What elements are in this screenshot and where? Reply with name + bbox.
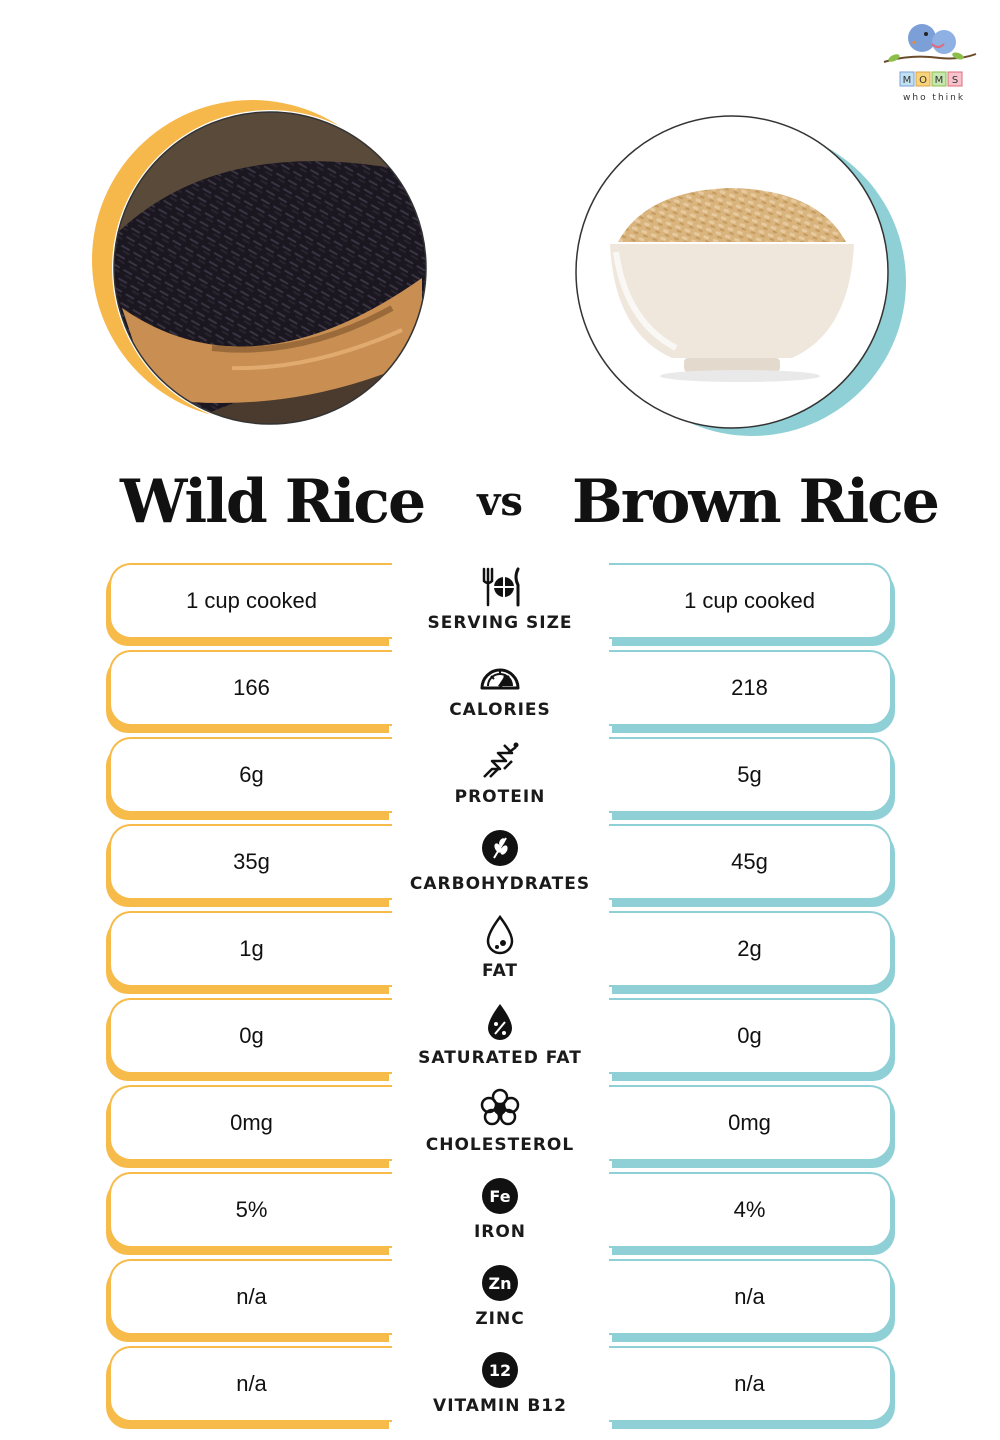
brown-rice-value: 1 cup cooked xyxy=(609,563,892,639)
row-label-group: CHOLESTEROL xyxy=(400,1085,600,1165)
svg-text:M: M xyxy=(935,75,944,86)
logo-subtitle: who think xyxy=(903,93,966,103)
versus-label: vs xyxy=(477,478,523,525)
brown-rice-value: n/a xyxy=(609,1259,892,1335)
wild-rice-photo xyxy=(92,98,432,434)
brown-rice-value: 5g xyxy=(609,737,892,813)
wild-rice-value: 166 xyxy=(109,650,392,726)
row-label: ZINC xyxy=(475,1309,525,1329)
grain-icon xyxy=(478,826,522,870)
brown-rice-value: 218 xyxy=(609,650,892,726)
droplet-percent-icon xyxy=(478,1000,522,1044)
row-label: SATURATED FAT xyxy=(418,1048,582,1068)
row-label: VITAMIN B12 xyxy=(433,1396,567,1416)
row-label: SERVING SIZE xyxy=(427,613,573,633)
row-label: IRON xyxy=(473,1222,527,1242)
plate-cutlery-icon xyxy=(478,565,522,609)
row-iron: 5% Fe IRON 4% xyxy=(0,1172,1000,1252)
brown-rice-value: 2g xyxy=(609,911,892,987)
wild-rice-value: n/a xyxy=(109,1346,392,1422)
row-vitamin-b12: n/a 12 VITAMIN B12 n/a xyxy=(0,1346,1000,1426)
row-zinc: n/a Zn ZINC n/a xyxy=(0,1259,1000,1339)
brown-rice-value: 45g xyxy=(609,824,892,900)
fe-badge-icon: Fe xyxy=(478,1174,522,1218)
brown-rice-value: 4% xyxy=(609,1172,892,1248)
left-food-title: Wild Rice xyxy=(120,467,426,537)
badge-text: Fe xyxy=(489,1187,510,1206)
wild-rice-value: 5% xyxy=(109,1172,392,1248)
row-label: CALORIES xyxy=(449,700,551,720)
droplet-icon xyxy=(478,913,522,957)
row-serving-size: 1 cup cooked SERVING SIZE 1 cup cooked xyxy=(0,563,1000,643)
row-label-group: Fe IRON xyxy=(400,1172,600,1252)
wild-rice-value: 6g xyxy=(109,737,392,813)
brown-rice-value: n/a xyxy=(609,1346,892,1422)
moms-who-think-logo: M O M S xyxy=(880,14,980,110)
row-protein: 6g PROTEIN 5g xyxy=(0,737,1000,817)
svg-text:S: S xyxy=(952,75,958,86)
row-carbohydrates: 35g CARBOHYDRATES 45g xyxy=(0,824,1000,904)
row-calories: 166 CALORIES 218 xyxy=(0,650,1000,730)
wild-rice-value: 1g xyxy=(109,911,392,987)
wild-rice-value: 1 cup cooked xyxy=(109,563,392,639)
badge-text: Zn xyxy=(489,1274,512,1293)
row-label-group: CALORIES xyxy=(400,650,600,730)
protein-strand-icon xyxy=(478,739,522,783)
row-label: CHOLESTEROL xyxy=(425,1135,575,1155)
b12-badge-icon: 12 xyxy=(478,1348,522,1392)
row-label-group: PROTEIN xyxy=(400,737,600,817)
wild-rice-value: 0mg xyxy=(109,1085,392,1161)
brown-rice-value: 0g xyxy=(609,998,892,1074)
row-label: PROTEIN xyxy=(454,787,546,807)
row-label-group: SERVING SIZE xyxy=(400,563,600,643)
row-label: CARBOHYDRATES xyxy=(409,874,591,894)
brown-rice-photo xyxy=(556,112,908,438)
wild-rice-value: n/a xyxy=(109,1259,392,1335)
brown-rice-value: 0mg xyxy=(609,1085,892,1161)
row-label-group: CARBOHYDRATES xyxy=(400,824,600,904)
gauge-icon xyxy=(478,652,522,696)
row-cholesterol: 0mg CHOLESTEROL 0mg xyxy=(0,1085,1000,1165)
svg-text:M: M xyxy=(903,75,912,86)
badge-text: 12 xyxy=(489,1361,511,1380)
row-fat: 1g FAT 2g xyxy=(0,911,1000,991)
cholesterol-icon xyxy=(478,1087,522,1131)
row-label-group: SATURATED FAT xyxy=(400,998,600,1078)
row-label-group: FAT xyxy=(400,911,600,991)
wild-rice-value: 35g xyxy=(109,824,392,900)
zn-badge-icon: Zn xyxy=(478,1261,522,1305)
row-saturated-fat: 0g SATURATED FAT 0g xyxy=(0,998,1000,1078)
svg-text:O: O xyxy=(919,75,927,86)
wild-rice-value: 0g xyxy=(109,998,392,1074)
right-food-title: Brown Rice xyxy=(572,467,940,537)
row-label-group: Zn ZINC xyxy=(400,1259,600,1339)
row-label-group: 12 VITAMIN B12 xyxy=(400,1346,600,1426)
row-label: FAT xyxy=(481,961,519,981)
